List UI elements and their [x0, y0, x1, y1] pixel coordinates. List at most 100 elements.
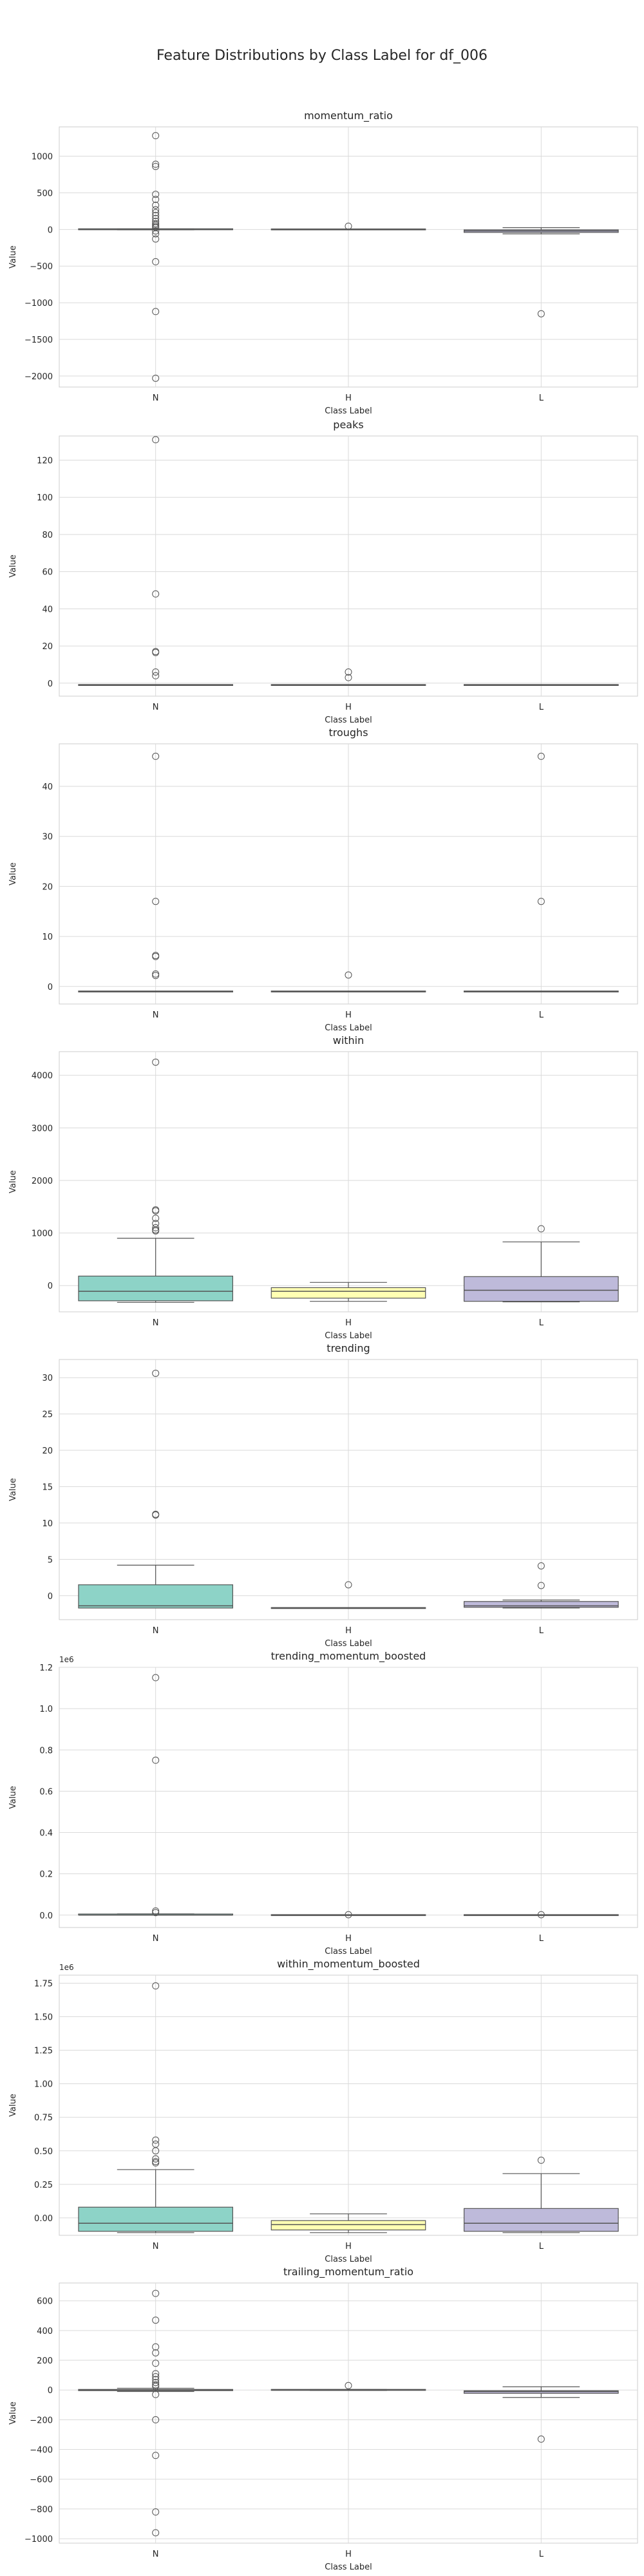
y-tick-label: 1.2: [39, 1663, 53, 1673]
x-tick-label: H: [345, 1318, 352, 1328]
outlier-point: [152, 1227, 160, 1235]
x-tick-label: N: [153, 1626, 159, 1636]
x-tick-label: N: [153, 1318, 159, 1328]
outlier-point: [152, 2529, 160, 2537]
y-tick-label: −1000: [24, 299, 53, 308]
panel-title: trending: [327, 1342, 370, 1354]
box-N: [78, 132, 233, 382]
y-tick-label: 20: [42, 882, 53, 892]
y-tick-label: 100: [37, 493, 53, 503]
y-tick-label: 0.6: [39, 1787, 53, 1797]
outlier-point: [152, 1058, 160, 1066]
panel-momentum-ratio: −2000 −1500 −1000 −500 0 500 1000 N H Lmomentum_r…: [8, 109, 638, 416]
panel-title: trailing_momentum_ratio: [283, 2266, 413, 2278]
outlier-point: [152, 1756, 160, 1764]
y-tick-label: −200: [30, 2416, 53, 2425]
y-axis-label: Value: [8, 1478, 18, 1501]
outlier-point: [152, 2360, 160, 2367]
y-tick-label: 0.25: [34, 2181, 53, 2190]
outlier-point: [152, 2343, 160, 2351]
x-axis-label: Class Label: [325, 715, 372, 725]
box-body: [463, 2390, 619, 2394]
y-tick-label: 200: [37, 2356, 53, 2366]
panel-title: peaks: [333, 419, 363, 431]
outlier-point: [152, 308, 160, 316]
y-tick-label: 60: [42, 568, 53, 578]
y-tick-label: 20: [42, 1446, 53, 1456]
panel-title: within_momentum_boosted: [277, 1958, 420, 1971]
outlier-point: [152, 2382, 160, 2390]
box-L: [463, 2156, 619, 2233]
outlier-point: [152, 752, 160, 760]
outlier-point: [152, 590, 160, 598]
outlier-point: [152, 1369, 160, 1377]
outlier-point: [152, 1511, 160, 1519]
box-L: [463, 1562, 619, 1609]
outlier-point: [537, 752, 545, 760]
box-H: [270, 222, 426, 231]
y-tick-label: 5: [48, 1555, 53, 1565]
y-tick-label: 0.0: [39, 1911, 53, 1921]
x-tick-label: N: [153, 703, 159, 712]
outlier-point: [152, 668, 160, 676]
box-body: [463, 1601, 619, 1608]
y-tick-label: −500: [30, 262, 53, 272]
axis-offset-text: 1e6: [59, 1963, 74, 1972]
y-tick-label: 1.75: [34, 1979, 53, 1989]
y-tick-label: −2000: [24, 372, 53, 382]
box-H: [270, 971, 426, 992]
panel-title: within: [333, 1034, 365, 1046]
y-tick-label: 80: [42, 531, 53, 540]
panel-within-momentum-boosted: 0.00 0.25 0.50 0.75 1.00 1.25 1.50 1.75 N H Lwithi…: [8, 1958, 638, 2264]
y-tick-label: 0.2: [39, 1870, 53, 1880]
x-tick-label: L: [539, 1626, 544, 1636]
panel-title: momentum_ratio: [304, 109, 393, 122]
outlier-point: [152, 972, 160, 980]
outlier-point: [152, 2391, 160, 2398]
box-N: [78, 2289, 233, 2537]
outlier-point: [152, 2379, 160, 2387]
outlier-point: [152, 1982, 160, 1990]
outlier-point: [152, 2316, 160, 2324]
outlier-point: [345, 674, 352, 681]
x-tick-label: L: [539, 1010, 544, 1020]
x-tick-label: L: [539, 1934, 544, 1944]
box-body: [78, 1584, 233, 1609]
y-axis-label: Value: [8, 862, 18, 886]
outlier-point: [152, 952, 160, 960]
box-body: [463, 1276, 619, 1302]
outlier-point: [152, 2508, 160, 2516]
y-tick-label: 3000: [32, 1124, 53, 1133]
outlier-point: [537, 1582, 545, 1589]
outlier-point: [152, 1215, 160, 1222]
y-tick-label: 600: [37, 2297, 53, 2307]
box-N: [78, 752, 233, 992]
outlier-point: [152, 898, 160, 905]
x-tick-label: L: [539, 2550, 544, 2559]
outlier-point: [152, 374, 160, 382]
outlier-point: [152, 649, 160, 656]
y-tick-label: 1.25: [34, 2047, 53, 2056]
box-H: [270, 1911, 426, 1918]
y-axis-label: Value: [8, 245, 18, 269]
outlier-point: [152, 2289, 160, 2297]
y-axis-label: Value: [8, 1170, 18, 1193]
y-tick-label: −1000: [24, 2535, 53, 2544]
panel-title: trending_momentum_boosted: [271, 1650, 426, 1663]
y-axis-label: Value: [8, 1786, 18, 1809]
panel-title: troughs: [328, 726, 368, 739]
x-tick-label: N: [153, 2242, 159, 2251]
box-L: [463, 1225, 619, 1303]
y-tick-label: 0: [48, 1282, 53, 1291]
y-tick-label: 10: [42, 933, 53, 942]
outlier-point: [152, 132, 160, 140]
y-tick-label: 20: [42, 642, 53, 652]
outlier-point: [152, 970, 160, 978]
outlier-point: [345, 222, 352, 230]
y-tick-label: 500: [37, 189, 53, 198]
axis-offset-text: 1e6: [59, 1655, 74, 1664]
